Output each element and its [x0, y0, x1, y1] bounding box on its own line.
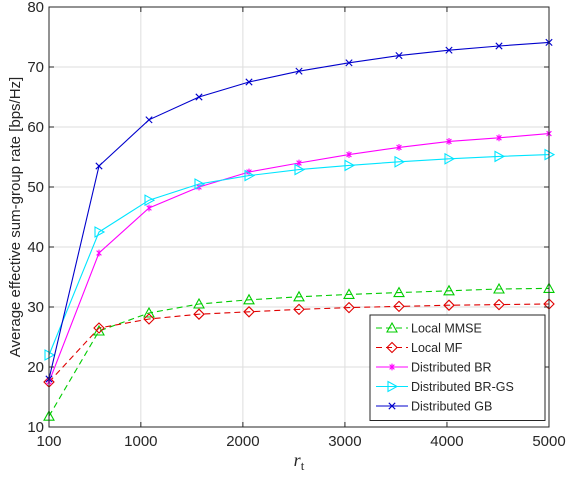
data-point — [444, 152, 456, 165]
data-point — [244, 169, 256, 182]
data-point — [446, 138, 452, 145]
x-tick-label: 1000 — [124, 433, 157, 450]
legend-item: Local MMSE — [376, 322, 482, 336]
data-point — [494, 150, 506, 163]
ticks: 100 1000 2000 3000 4000 5000 10 20 30 40 50 60 70 80 — [27, 0, 565, 450]
x-tick-label: 3000 — [328, 433, 361, 450]
data-point — [495, 42, 503, 50]
data-point — [396, 144, 402, 151]
data-point — [94, 226, 106, 238]
data-point — [243, 306, 255, 318]
data-point — [343, 288, 355, 299]
y-tick-label: 60 — [27, 119, 44, 136]
data-point — [194, 178, 206, 190]
x-tick-label: 4000 — [430, 433, 463, 450]
y-tick-label: 30 — [27, 299, 44, 316]
data-point — [443, 284, 455, 296]
legend-label: Distributed BR — [411, 361, 492, 375]
data-point — [346, 151, 352, 158]
plot-frame — [48, 6, 550, 428]
data-point — [496, 134, 502, 142]
legend-item: Distributed GB — [376, 400, 492, 414]
series-line — [48, 287, 550, 417]
data-point — [243, 293, 255, 305]
data-point — [345, 59, 353, 67]
data-point — [443, 299, 455, 311]
data-point — [96, 249, 102, 257]
series-line — [48, 303, 550, 383]
legend-marker — [389, 363, 395, 371]
legend-item: Distributed BR — [376, 361, 492, 375]
legend-label: Local MMSE — [411, 322, 482, 336]
legend-item: Distributed BR-GS — [376, 380, 514, 394]
data-point — [493, 298, 505, 311]
x-tick-label: 2000 — [226, 433, 259, 450]
data-point — [344, 159, 356, 172]
legend-marker — [386, 321, 398, 333]
data-point — [145, 116, 153, 124]
data-point — [143, 306, 155, 318]
y-tick-label: 40 — [27, 239, 44, 256]
legend-box — [369, 314, 546, 421]
data-point — [245, 78, 253, 86]
data-point — [394, 155, 406, 168]
data-point — [395, 52, 403, 60]
data-point — [143, 313, 155, 325]
series-layer — [43, 38, 556, 421]
x-axis-title: rt — [294, 450, 305, 473]
x-axis-title-main: r — [294, 450, 302, 470]
data-point — [146, 204, 152, 212]
x-axis-title-subscript: t — [301, 458, 305, 473]
legend-item: Local MF — [376, 341, 463, 355]
legend-label: Distributed BR-GS — [411, 380, 514, 394]
x-tick-label: 5000 — [532, 433, 565, 450]
data-point — [493, 282, 505, 294]
y-axis-title: Average effective sum-group rate [bps/Hz… — [7, 77, 24, 357]
data-point — [393, 286, 405, 298]
data-point — [293, 303, 305, 316]
y-tick-label: 10 — [27, 419, 44, 436]
x-tick-label: 100 — [36, 433, 61, 450]
data-point — [193, 297, 205, 309]
legend-marker — [388, 402, 396, 410]
series-distributed-gb — [45, 38, 553, 383]
data-point — [293, 290, 305, 302]
series-local-mf — [43, 298, 555, 388]
y-tick-label: 50 — [27, 179, 44, 196]
data-point — [294, 163, 306, 176]
data-point — [343, 301, 355, 314]
data-point — [296, 159, 302, 167]
y-tick-label: 70 — [27, 59, 44, 76]
data-point — [93, 322, 105, 334]
data-point — [193, 308, 205, 320]
data-point — [195, 93, 203, 101]
legend: Local MMSE Local MF Distributed BR Distribu… — [369, 314, 546, 421]
legend-marker — [387, 380, 399, 393]
data-point — [95, 162, 103, 170]
data-point — [445, 46, 453, 54]
data-point — [144, 194, 156, 207]
legend-label: Local MF — [411, 341, 463, 355]
data-point — [295, 67, 303, 75]
y-tick-label: 80 — [27, 0, 44, 16]
legend-marker — [386, 341, 398, 354]
series-line — [48, 154, 550, 356]
legend-label: Distributed GB — [411, 400, 492, 414]
y-tick-label: 20 — [27, 359, 44, 376]
data-point — [393, 300, 405, 313]
